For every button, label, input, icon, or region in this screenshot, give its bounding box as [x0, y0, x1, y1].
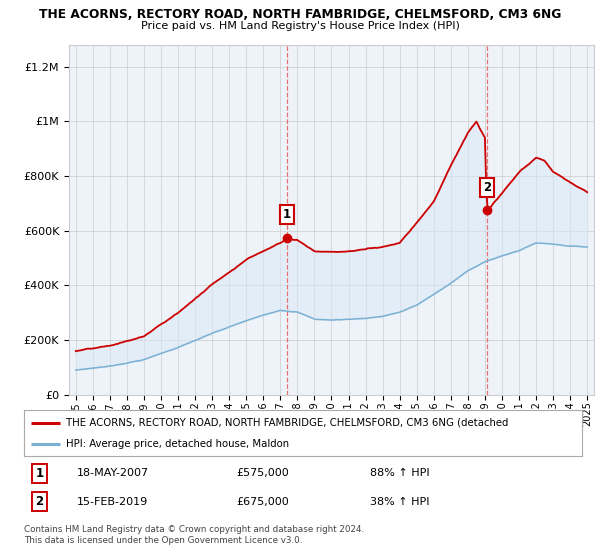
Text: 1: 1: [35, 467, 44, 480]
Text: 88% ↑ HPI: 88% ↑ HPI: [370, 468, 430, 478]
Text: 2: 2: [483, 181, 491, 194]
Text: THE ACORNS, RECTORY ROAD, NORTH FAMBRIDGE, CHELMSFORD, CM3 6NG (detached: THE ACORNS, RECTORY ROAD, NORTH FAMBRIDG…: [66, 418, 508, 428]
Text: 2: 2: [35, 495, 44, 508]
Text: 38% ↑ HPI: 38% ↑ HPI: [370, 497, 430, 507]
Text: HPI: Average price, detached house, Maldon: HPI: Average price, detached house, Mald…: [66, 439, 289, 449]
Text: 15-FEB-2019: 15-FEB-2019: [77, 497, 148, 507]
Text: Contains HM Land Registry data © Crown copyright and database right 2024.: Contains HM Land Registry data © Crown c…: [24, 525, 364, 534]
Text: £675,000: £675,000: [236, 497, 289, 507]
Text: 18-MAY-2007: 18-MAY-2007: [77, 468, 149, 478]
Text: £575,000: £575,000: [236, 468, 289, 478]
Text: This data is licensed under the Open Government Licence v3.0.: This data is licensed under the Open Gov…: [24, 536, 302, 545]
Text: THE ACORNS, RECTORY ROAD, NORTH FAMBRIDGE, CHELMSFORD, CM3 6NG: THE ACORNS, RECTORY ROAD, NORTH FAMBRIDG…: [39, 8, 561, 21]
Text: Price paid vs. HM Land Registry's House Price Index (HPI): Price paid vs. HM Land Registry's House …: [140, 21, 460, 31]
Text: 1: 1: [283, 208, 291, 221]
